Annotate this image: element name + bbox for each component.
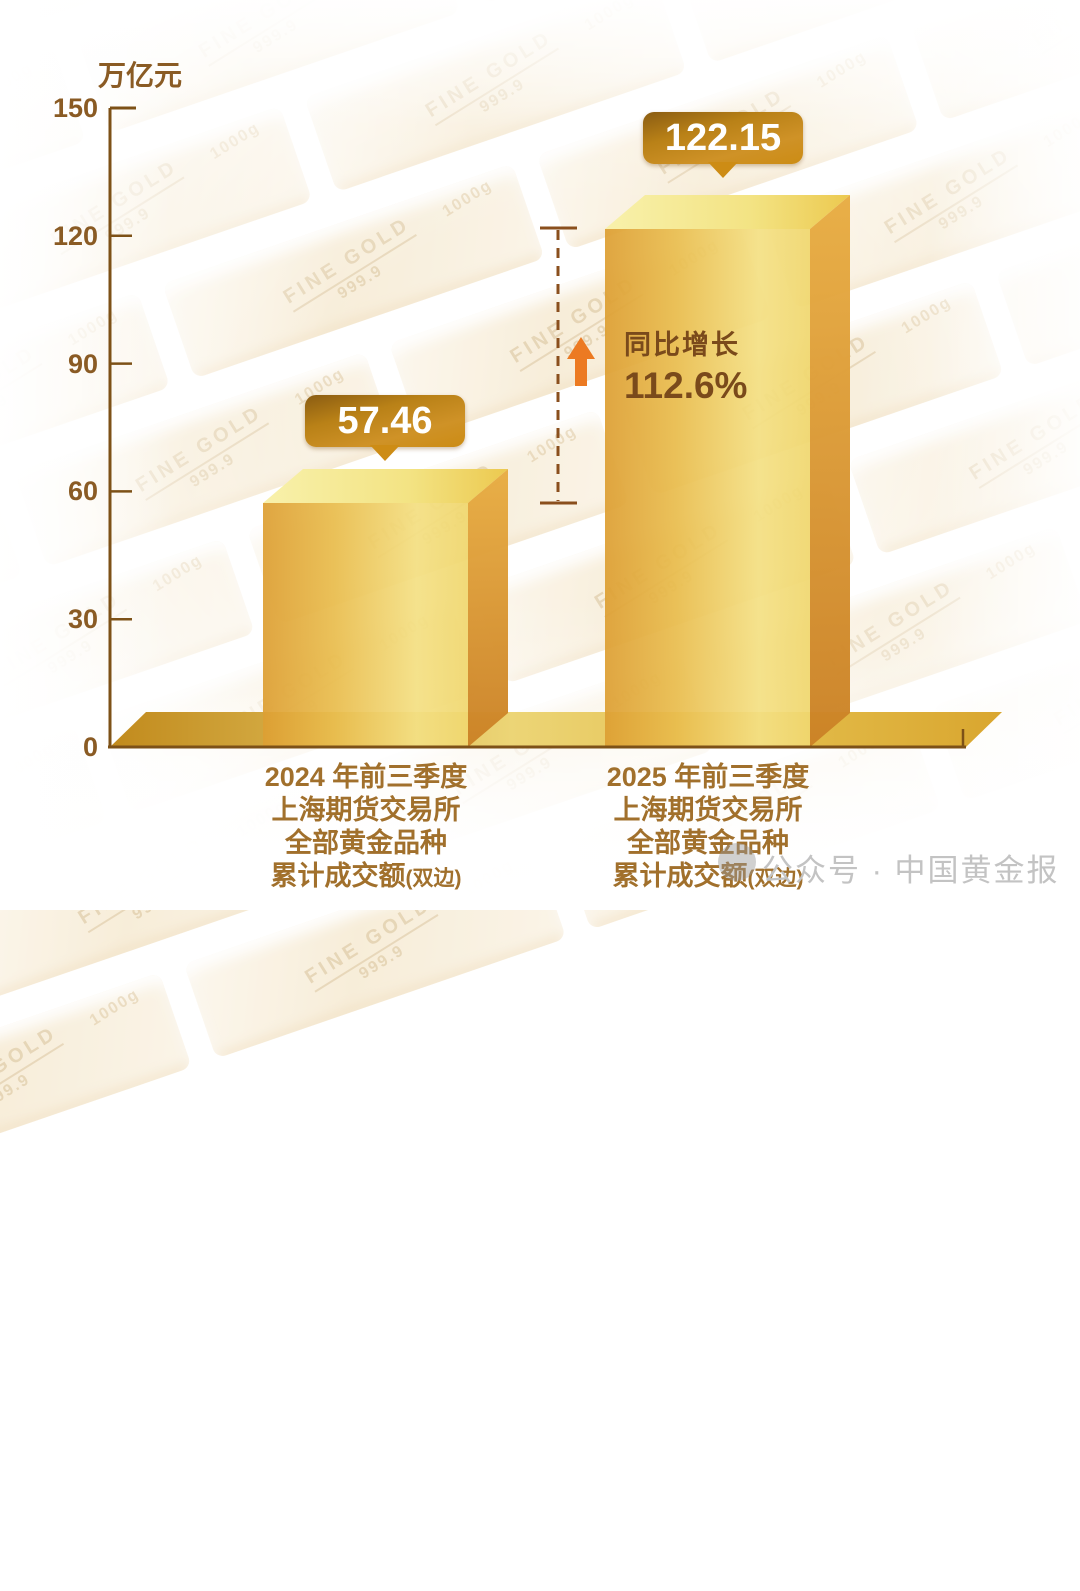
category-2024-line4: 累计成交额(双边) [270, 861, 462, 891]
y-tick-90: 90 [67, 349, 98, 379]
growth-annotation: 同比增长 112.6% [624, 323, 747, 407]
category-label-2025: 2025 年前三季度 上海期货交易所 全部黄金品种 累计成交额(双边) [538, 761, 878, 895]
bar-2025-front-face [605, 229, 810, 747]
y-tick-150: 150 [52, 93, 98, 123]
y-tick-30: 30 [67, 604, 98, 634]
bar-2024-side-face [468, 469, 508, 747]
bar-2024-front-face [263, 503, 468, 747]
bar-2025-top-face [605, 195, 850, 229]
floor-platform [110, 712, 1002, 747]
y-axis [108, 106, 136, 747]
y-tick-120: 120 [52, 221, 98, 251]
growth-annotation-label: 同比增长 [624, 330, 740, 360]
wechat-account-icon [718, 843, 756, 881]
gold-trading-infographic: { "unit_label": "万亿元", "axis": { "ticks"… [0, 0, 1080, 910]
bar-2024 [263, 469, 508, 747]
category-2025-line3: 全部黄金品种 [627, 828, 789, 858]
category-2025-line4: 累计成交额(双边) [612, 861, 804, 891]
category-2025-line4-suffix: (双边) [747, 867, 804, 890]
bar-2025-side-face [810, 195, 850, 747]
bar-2024-top-face [263, 469, 508, 503]
bar-2025 [605, 195, 850, 747]
y-tick-0: 0 [82, 732, 98, 762]
category-2025-line2: 上海期货交易所 [613, 795, 803, 825]
y-axis-unit-label: 万亿元 [98, 60, 183, 91]
x-axis [108, 729, 966, 749]
value-label-2025: 122.15 [643, 112, 803, 164]
growth-up-arrow-icon [567, 337, 595, 386]
background-fade-overlay [0, 0, 1080, 910]
watermark-text: 公众号 · 中国黄金报 [762, 853, 1060, 888]
value-label-2024: 57.46 [305, 395, 465, 447]
category-2024-line4-suffix: (双边) [405, 867, 462, 890]
category-label-2024: 2024 年前三季度 上海期货交易所 全部黄金品种 累计成交额(双边) [196, 761, 536, 895]
category-2024-line1: 2024 年前三季度 [264, 762, 468, 792]
category-2024-line3: 全部黄金品种 [285, 828, 447, 858]
category-2025-line1: 2025 年前三季度 [606, 762, 810, 792]
y-tick-60: 60 [67, 476, 98, 506]
bar-chart-canvas [108, 106, 1002, 749]
growth-annotation-value: 112.6% [624, 365, 748, 406]
category-2024-line2: 上海期货交易所 [271, 795, 461, 825]
growth-dashed-line [540, 226, 577, 505]
